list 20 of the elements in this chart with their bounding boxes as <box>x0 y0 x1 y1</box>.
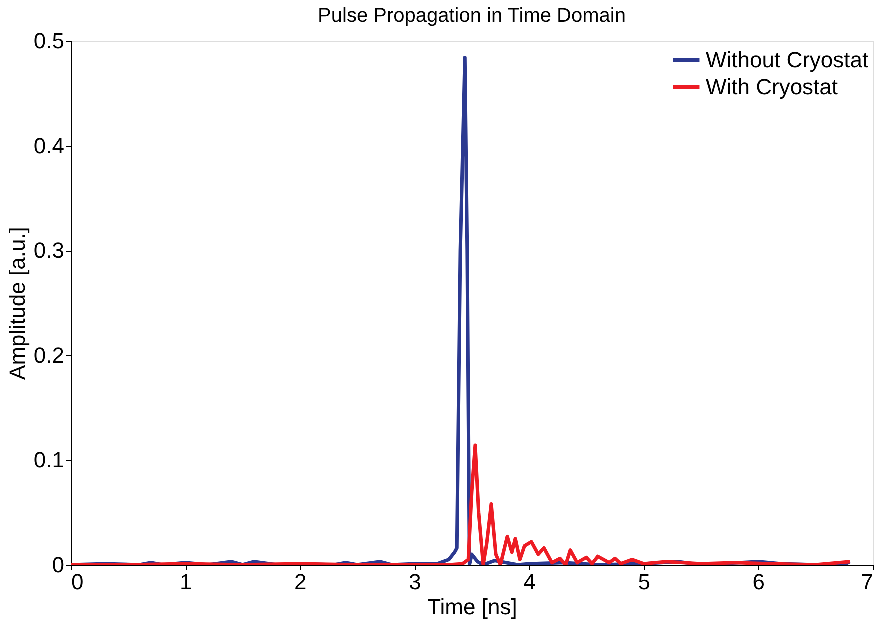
x-tick-label: 0 <box>72 570 84 594</box>
x-tick-label: 2 <box>294 570 307 594</box>
legend-label: With Cryostat <box>706 74 838 100</box>
y-tick-label: 0.5 <box>34 28 64 54</box>
x-tick-label: 5 <box>638 570 650 594</box>
x-tick-label: 3 <box>409 570 422 594</box>
x-tick-label: 7 <box>861 570 874 594</box>
y-tick-label: 0.3 <box>34 238 64 264</box>
x-tick-label: 4 <box>524 570 536 594</box>
y-tick-label: 0.2 <box>34 342 64 368</box>
line-series <box>71 444 852 565</box>
x-axis-title: Time [ns] <box>428 594 518 620</box>
chart-title: Pulse Propagation in Time Domain <box>318 5 626 27</box>
legend-label: Without Cryostat <box>706 48 869 72</box>
y-axis-title: Amplitude [a.u.] <box>4 227 30 380</box>
y-tick-label: 0.1 <box>34 448 64 473</box>
y-tick-label: 0.4 <box>34 133 64 158</box>
x-tick-label: 6 <box>752 570 766 594</box>
x-tick-label: 1 <box>180 570 192 594</box>
y-tick-label: 0 <box>52 552 64 578</box>
